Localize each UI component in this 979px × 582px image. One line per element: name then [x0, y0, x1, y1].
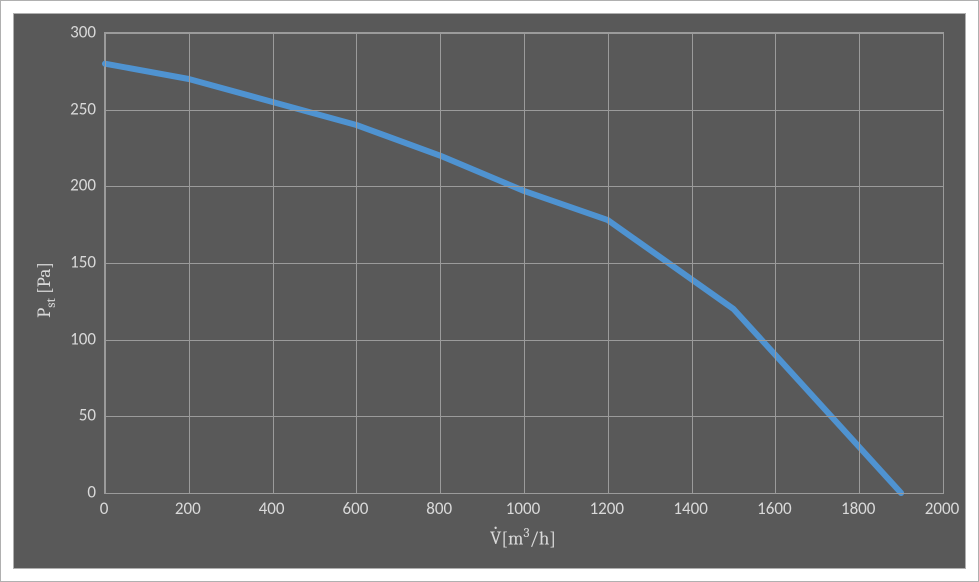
chart-container: V[m3/h] Pst [Pa] 0 200 400 600 800 1000 1200 14… [0, 0, 979, 582]
chart-panel: V[m3/h] Pst [Pa] 0 200 400 600 800 1000 1200 14… [13, 13, 966, 569]
gridline-horizontal [105, 110, 943, 111]
gridline-horizontal [105, 263, 943, 264]
x-axis-title: V[m3/h] [490, 526, 556, 549]
gridline-vertical [943, 33, 944, 493]
x-tick-label: 1800 [841, 498, 875, 519]
x-tick-label: 200 [175, 498, 201, 519]
x-tick-label: 1600 [757, 498, 791, 519]
gridline-horizontal [105, 340, 943, 341]
gridline-horizontal [105, 186, 943, 187]
y-tick-label: 100 [70, 328, 104, 349]
x-tick-label: 1200 [590, 498, 624, 519]
x-tick-label: 1000 [506, 498, 540, 519]
gridline-horizontal [105, 416, 943, 417]
y-tick-label: 50 [79, 405, 104, 426]
y-tick-label: 250 [70, 98, 104, 119]
gridline-horizontal [105, 33, 943, 34]
x-tick-label: 800 [426, 498, 452, 519]
y-tick-label: 0 [87, 482, 104, 503]
y-tick-label: 300 [70, 22, 104, 43]
x-tick-label: 600 [342, 498, 368, 519]
gridline-horizontal [105, 493, 943, 494]
y-axis-title: Pst [Pa] [33, 262, 59, 318]
series-line [105, 64, 901, 493]
x-tick-label: 1400 [673, 498, 707, 519]
x-tick-label: 2000 [925, 498, 959, 519]
plot-area [104, 32, 944, 494]
y-tick-label: 200 [70, 175, 104, 196]
y-tick-label: 150 [70, 252, 104, 273]
x-tick-label: 400 [259, 498, 285, 519]
